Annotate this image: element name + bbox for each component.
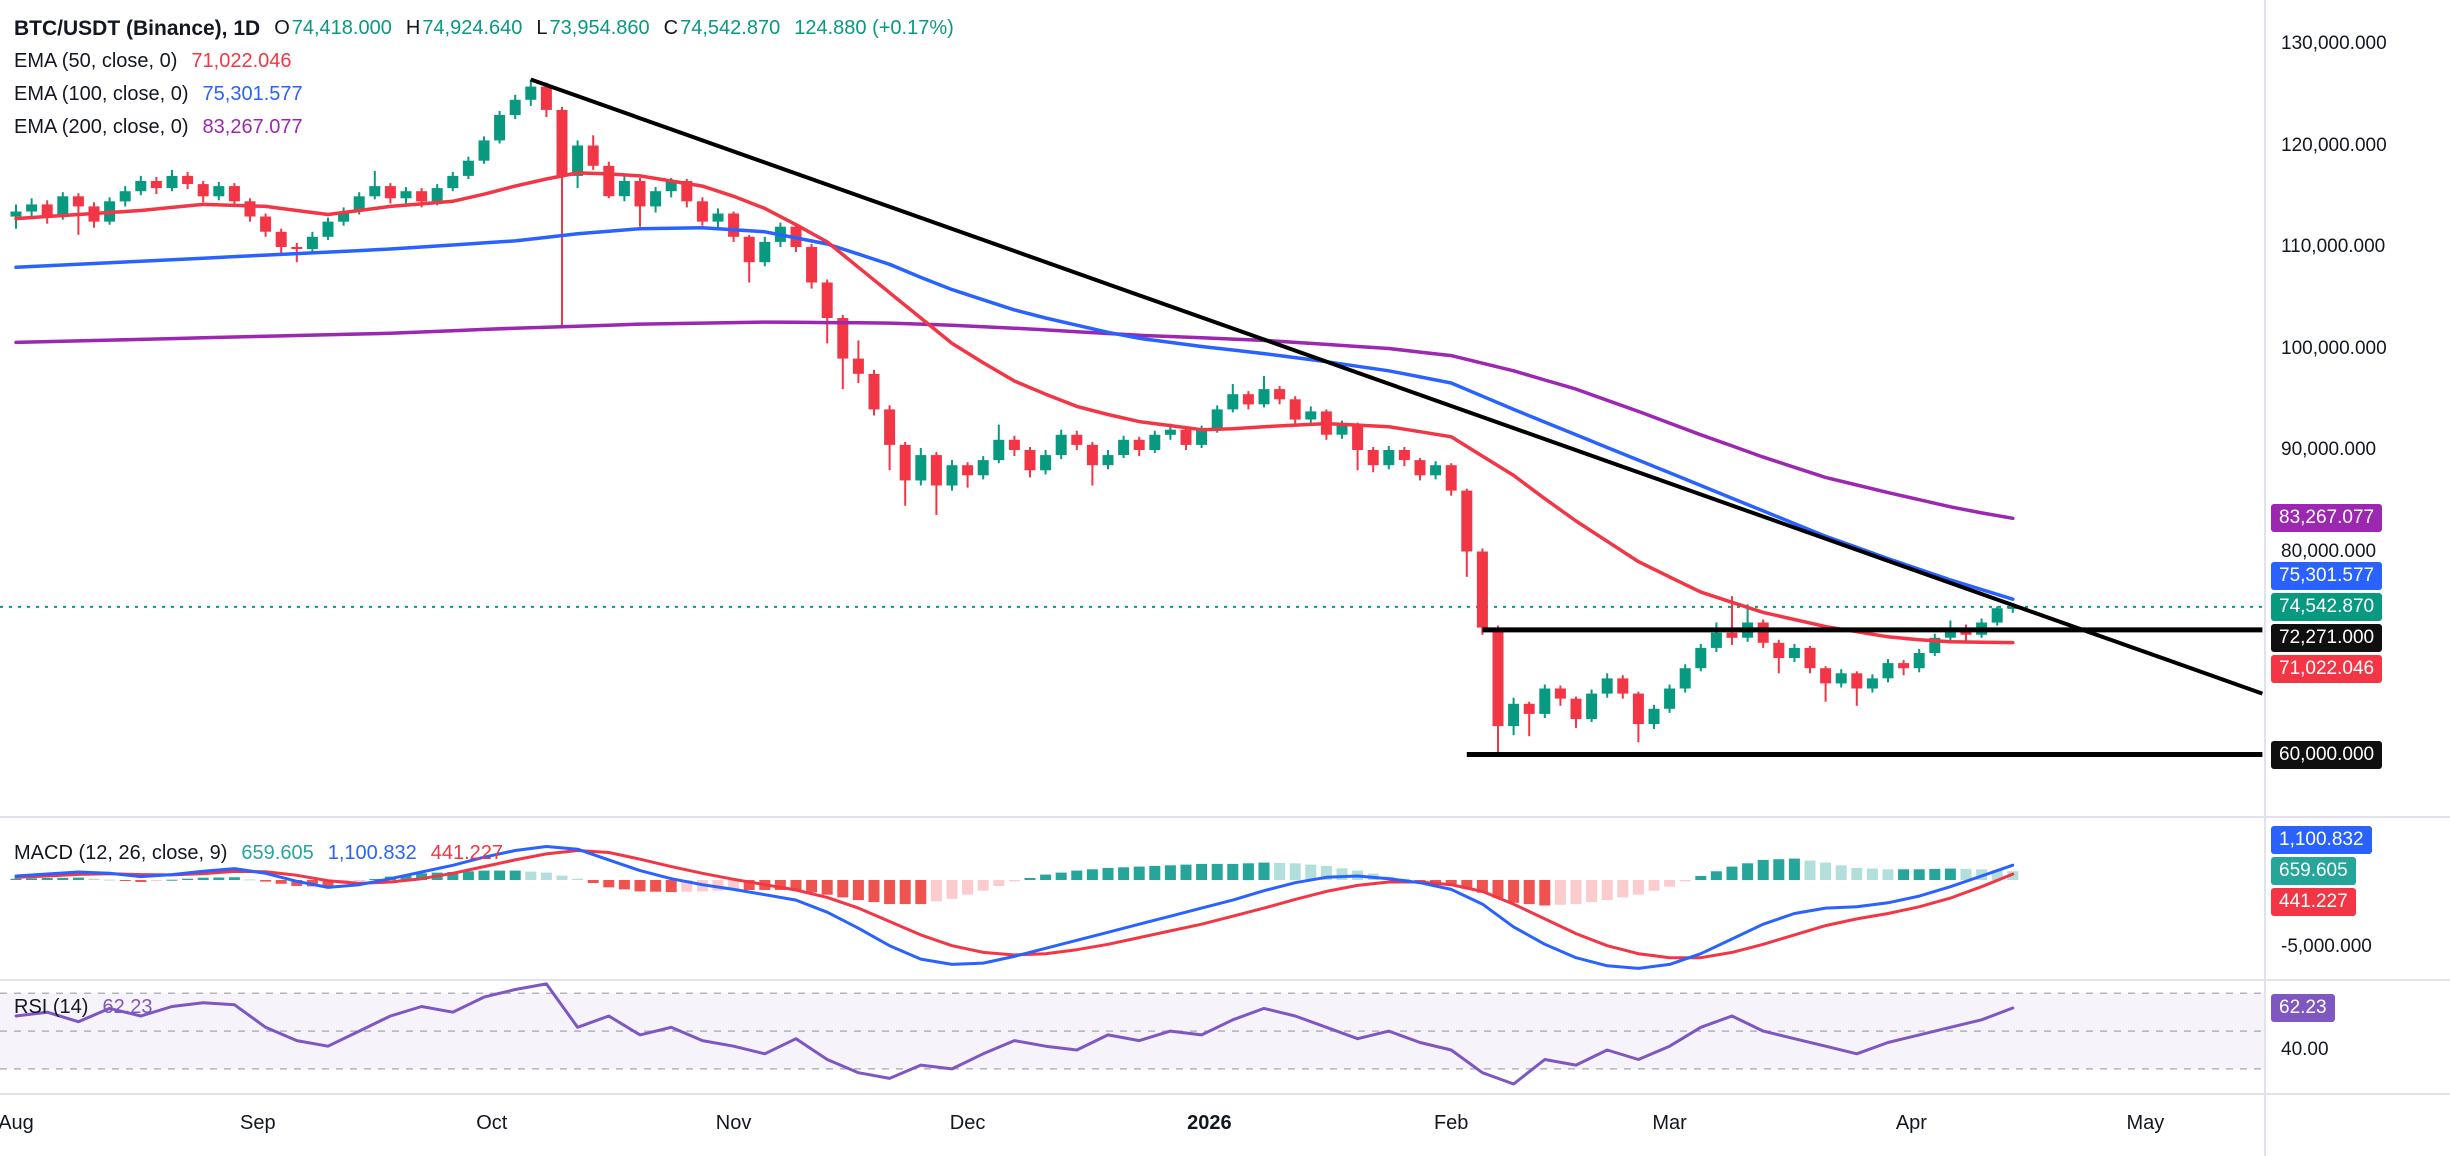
ema200-value: 83,267.077 [202,116,303,138]
ohlc-high: H 74,924.640 [406,17,523,40]
rsi-line [14,982,2015,1086]
macd-line [14,845,2015,970]
macd-signal-value: 441.227 [430,842,503,864]
candles-layer [10,79,2019,753]
ohlc-low: L 73,954.860 [536,17,649,40]
close-key: C [663,17,679,39]
ema50-row[interactable]: EMA (50, close, 0) 71,022.046 [14,45,954,78]
time-axis[interactable] [0,1095,2450,1156]
macd-legend[interactable]: MACD (12, 26, close, 9) 659.605 1,100.83… [14,842,503,865]
ema100-line [14,225,2015,601]
rsi-pane [0,982,2265,1086]
ema-lines-layer [14,171,2015,645]
ema50-label: EMA (50, close, 0) [14,50,178,72]
macd-hist-value: 659.605 [241,842,314,864]
ema50-value: 71,022.046 [191,50,292,72]
macd-label: MACD (12, 26, close, 9) [14,842,228,864]
ema100-value: 75,301.577 [202,83,303,105]
rsi-label: RSI (14) [14,996,89,1018]
low-key: L [536,17,548,39]
rsi-value: 62.23 [102,996,153,1018]
ema200-row[interactable]: EMA (200, close, 0) 83,267.077 [14,111,954,144]
high-key: H [405,17,421,39]
descending-trendline[interactable] [530,77,2264,696]
macd-pane [10,845,2019,970]
ema100-label: EMA (100, close, 0) [14,83,189,105]
high-value: 74,924.640 [422,17,523,39]
drawings-layer [530,77,2264,757]
rsi-band [0,993,2265,1069]
open-key: O [274,17,290,39]
main-legend: BTC/USDT (Binance), 1D O 74,418.000 H 74,9… [14,12,954,144]
macd-line-value: 1,100.832 [327,842,417,864]
low-value: 73,954.860 [549,17,650,39]
price-axis[interactable] [2266,0,2450,1094]
ema200-line [14,320,2015,521]
change-value: 124.880 (+0.17%) [794,17,954,39]
symbol-title: BTC/USDT (Binance), 1D [14,16,261,40]
ema100-row[interactable]: EMA (100, close, 0) 75,301.577 [14,78,954,111]
ohlc-close: C 74,542.870 [664,17,781,40]
ohlc-open: O 74,418.000 [274,17,392,40]
ema200-label: EMA (200, close, 0) [14,116,189,138]
macd-signal-line [14,849,2015,960]
symbol-row[interactable]: BTC/USDT (Binance), 1D O 74,418.000 H 74,9… [14,12,954,45]
ema50-line [14,171,2015,645]
close-value: 74,542.870 [680,17,781,39]
rsi-legend[interactable]: RSI (14) 62.23 [14,996,153,1019]
open-value: 74,418.000 [291,17,392,39]
